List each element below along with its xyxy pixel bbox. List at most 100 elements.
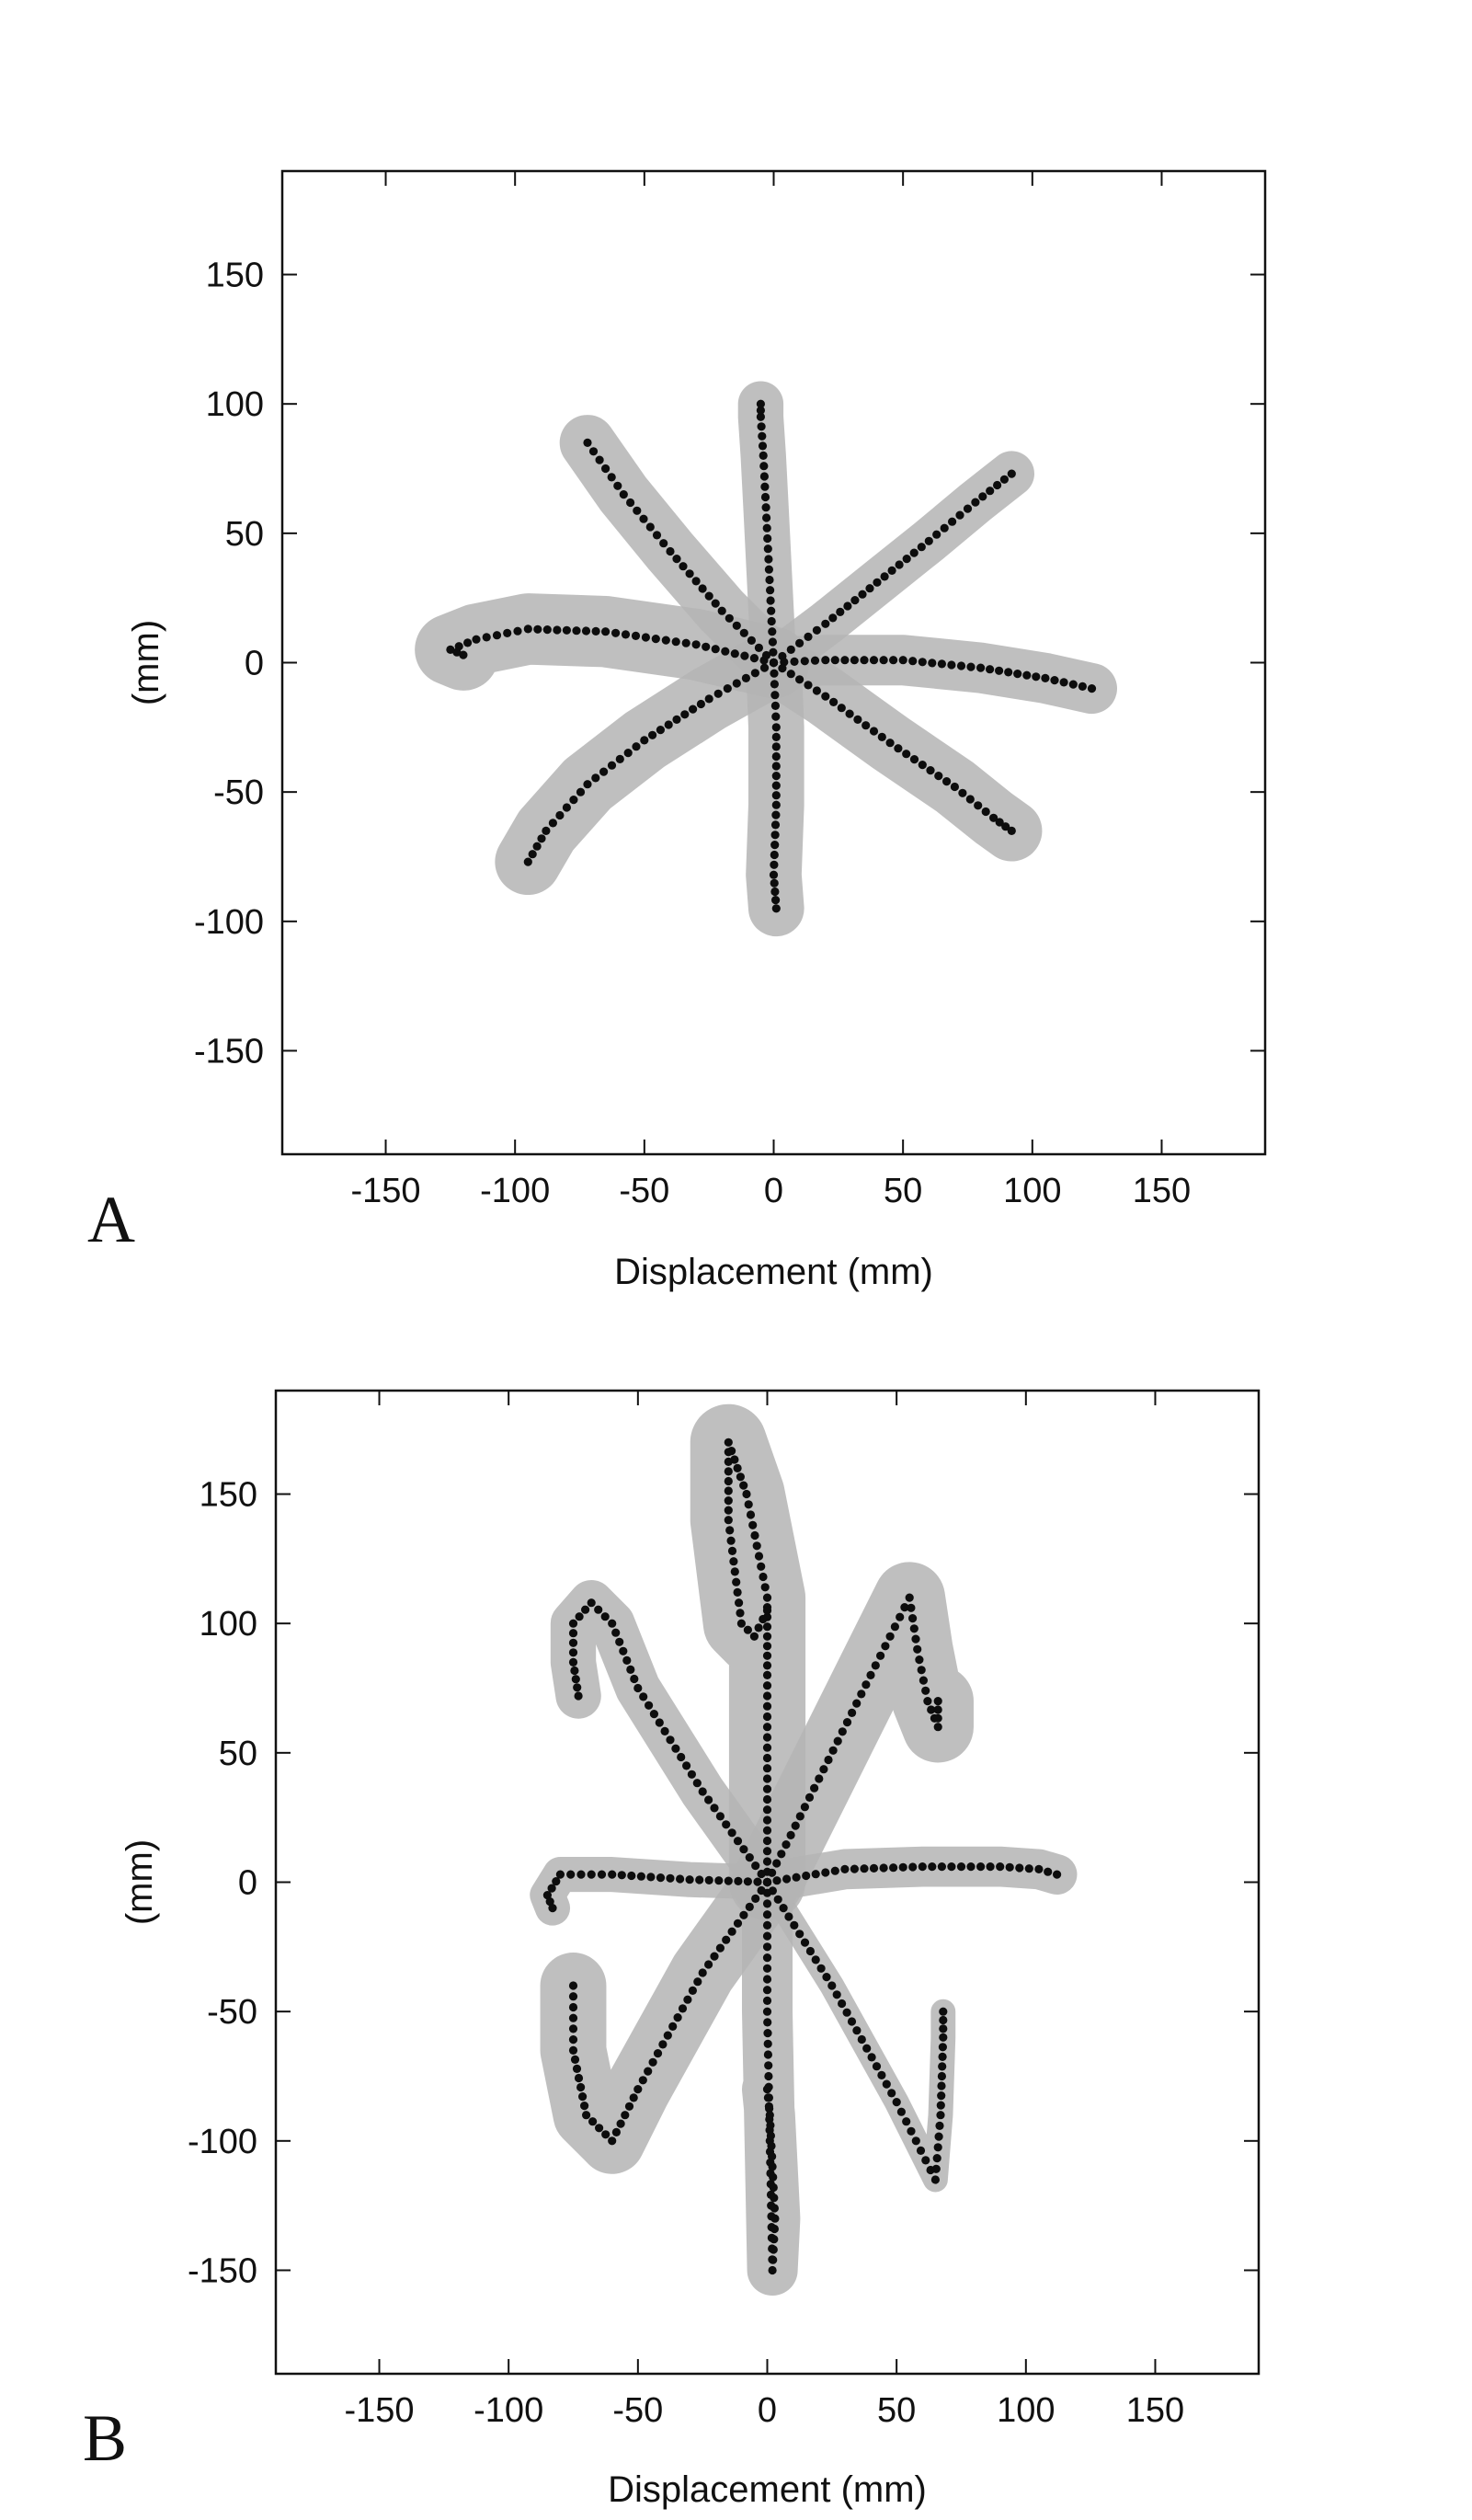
trajectory-point [740,651,749,660]
trajectory-point [581,626,591,636]
trajectory-point [918,761,927,770]
trajectory-point [542,1891,553,1900]
trajectory-point [935,2121,944,2130]
trajectory-point [880,572,889,581]
x-tick-label: 150 [1133,1172,1191,1210]
trajectory-point [698,1968,707,1977]
trajectory-point [762,1826,772,1835]
trajectory-point [821,1868,830,1877]
trajectory-point [568,1992,578,2001]
trajectory-point [666,546,675,556]
trajectory-point [739,1910,748,1919]
trajectory-point [599,767,609,776]
trajectory-point [751,1861,760,1871]
trajectory-point [828,1746,838,1755]
trajectory-point [756,412,766,421]
trajectory-point [921,2156,930,2165]
trajectory-point [790,1920,799,1930]
trajectory-point [950,782,959,792]
trajectory-point [770,2214,780,2223]
trajectory-point [862,2044,872,2053]
trajectory-point [762,1743,772,1752]
trajectory-point [732,621,741,630]
trajectory-point [677,1752,686,1762]
trajectory-point [848,1708,857,1717]
trajectory-point [937,2071,946,2081]
trajectory-point [762,1632,772,1641]
trajectory-point [762,523,771,533]
trajectory-point [932,530,941,539]
trajectory-point [749,654,759,663]
trajectory-point [939,2024,948,2033]
trajectory-point [763,2050,773,2059]
trajectory-point [568,1629,578,1638]
trajectory-point [771,732,781,742]
trajectory-point [958,788,967,797]
trajectory-point [996,1862,1005,1872]
trajectory-point [896,1612,905,1621]
trajectory-point [821,619,830,628]
trajectory-point [568,1648,578,1657]
trajectory-point [1032,672,1041,682]
trajectory-point [937,2091,946,2101]
trajectory-8 [583,438,779,668]
trajectory-point [804,1793,815,1802]
trajectory-point [770,887,780,897]
y-tick-label: 50 [219,1735,257,1773]
trajectory-point [770,691,780,700]
trajectory-point [617,1871,626,1880]
trajectory-point [770,669,779,678]
trajectory-point [724,1876,733,1885]
trajectory-point [762,1975,772,1984]
trajectory-point [762,1701,772,1711]
trajectory-point [762,2085,772,2094]
trajectory-point [771,712,781,721]
trajectory-point [748,1520,758,1529]
trajectory-point [736,1472,746,1482]
x-tick-label: -100 [474,2391,543,2430]
trajectory-point [704,1960,713,1969]
trajectory-point [553,625,562,635]
trajectory-point [764,565,774,574]
trajectory-point [830,656,839,665]
trajectory-point [692,1779,702,1788]
trajectory-point [1022,670,1032,680]
trajectory-point [767,2141,776,2150]
trajectory-point [588,447,599,456]
trajectory-point [724,1476,733,1486]
trajectory-point [761,503,770,512]
trajectory-point [537,834,546,843]
trajectory-point [600,1612,610,1621]
trajectory-point [879,1863,888,1873]
trajectory-point [759,1614,768,1624]
trajectory-point [751,1894,760,1903]
trajectory-point [995,818,1004,827]
trajectory-point [762,1723,772,1732]
panel-b: -150 -100 -50 0 50 100 150 -150 -100 -50 0 50 100 150… [83,1389,1261,2510]
trajectory-point [939,2015,948,2025]
trajectory-point [1044,1867,1053,1876]
trajectory-point [754,1552,764,1561]
trajectory-point [562,625,572,635]
trajectory-point [672,555,681,564]
trajectory-point [601,627,610,636]
trajectory-point [552,1877,561,1886]
trajectory-point [641,633,651,642]
trajectory-point [736,1609,745,1618]
trajectory-point [583,780,592,789]
y-tick-label: -100 [188,2123,257,2161]
trajectory-point [735,1598,744,1608]
trajectory-point [695,1875,704,1884]
trajectory-point [978,492,987,501]
trajectory-point [607,761,617,770]
trajectory-point [743,1877,753,1886]
trajectory-point [828,613,838,623]
trajectory-point [1059,678,1068,687]
trajectory-point [591,626,600,636]
x-tick-label: 100 [997,2391,1055,2430]
trajectory-point [568,1657,578,1667]
trajectory-point [648,730,657,739]
trajectory-point [938,2043,947,2052]
trajectory-point [850,596,860,605]
trajectory-point [1068,680,1078,689]
